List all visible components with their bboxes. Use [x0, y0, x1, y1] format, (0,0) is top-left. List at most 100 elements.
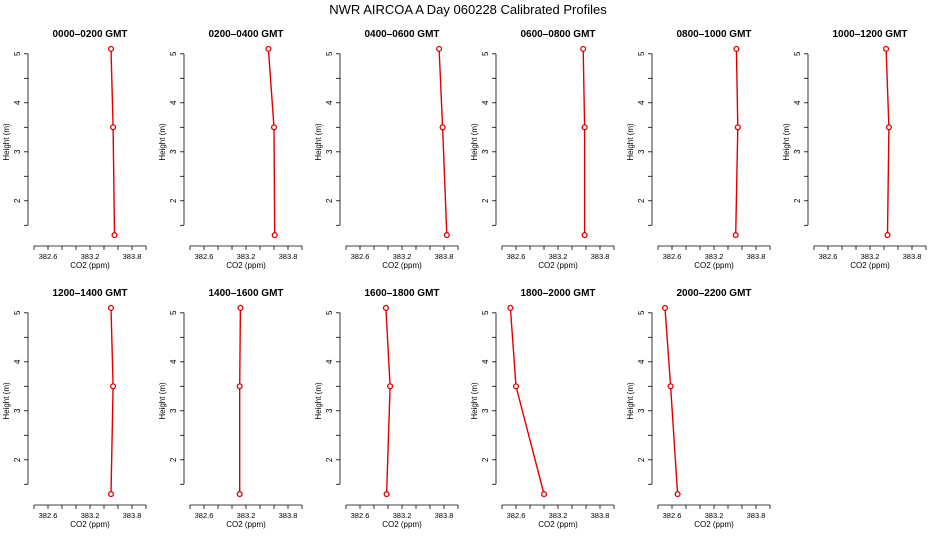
y-tick-label: 5: [481, 310, 490, 315]
data-point: [436, 45, 443, 52]
x-tick-label: 383.8: [747, 511, 766, 520]
y-axis-label: Height (m): [470, 123, 479, 161]
y-tick-label: 4: [325, 359, 334, 364]
y-tick-label: 2: [169, 457, 178, 462]
x-tick-label: 383.2: [705, 252, 724, 261]
x-axis-label: CO2 (ppm): [70, 261, 110, 270]
y-tick-label: 5: [13, 51, 22, 56]
data-point: [110, 124, 117, 131]
x-tick-label: 383.2: [705, 511, 724, 520]
data-point: [265, 45, 272, 52]
x-axis-label: CO2 (ppm): [694, 520, 734, 529]
data-point: [580, 45, 587, 52]
profile-line: [582, 48, 586, 236]
y-tick-label: 2: [481, 198, 490, 203]
panels-group: 0000–0200 GMT 382.6 383.2 383.8 CO2 (ppm) 2 3 4…: [2, 29, 927, 529]
x-tick-label: 382.6: [819, 252, 838, 261]
panel-9: 1600–1800 GMT 382.6 383.2 383.8 CO2 (ppm) 2 3 4…: [314, 288, 459, 529]
data-point: [236, 383, 243, 390]
data-point: [581, 124, 588, 131]
x-tick-label: 382.6: [195, 252, 214, 261]
y-tick-label: 5: [637, 310, 646, 315]
x-axis-label: CO2 (ppm): [538, 520, 578, 529]
data-point: [507, 304, 514, 311]
x-tick-label: 382.6: [195, 511, 214, 520]
x-axis-label: CO2 (ppm): [382, 261, 422, 270]
y-axis-label: Height (m): [158, 382, 167, 420]
profile-line: [238, 307, 242, 495]
data-point: [667, 383, 674, 390]
profile-line: [438, 48, 448, 236]
x-tick-label: 383.8: [435, 511, 454, 520]
y-tick-label: 3: [13, 149, 22, 154]
data-point: [884, 232, 891, 239]
data-point: [732, 232, 739, 239]
panel-8: 1400–1600 GMT 382.6 383.2 383.8 CO2 (ppm) 2 3 4…: [158, 288, 303, 529]
profile-line: [509, 307, 545, 495]
x-tick-label: 383.2: [393, 511, 412, 520]
x-axis-label: CO2 (ppm): [70, 520, 110, 529]
y-tick-label: 4: [481, 100, 490, 105]
data-point: [540, 491, 548, 498]
y-tick-label: 5: [793, 51, 802, 56]
x-tick-label: 382.6: [39, 511, 58, 520]
panel-5: 0800–1000 GMT 382.6 383.2 383.8 CO2 (ppm) 2 3 4…: [626, 29, 771, 270]
x-tick-label: 382.6: [351, 252, 370, 261]
panel-4: 0600–0800 GMT 382.6 383.2 383.8 CO2 (ppm) 2 3 4…: [470, 29, 615, 270]
data-point: [581, 232, 588, 239]
panel-title: 1200–1400 GMT: [52, 288, 127, 299]
figure-title: NWR AIRCOA A Day 060228 Calibrated Profi…: [329, 2, 607, 17]
y-tick-label: 3: [637, 149, 646, 154]
x-tick-label: 382.6: [663, 511, 682, 520]
panel-3: 0400–0600 GMT 382.6 383.2 383.8 CO2 (ppm) 2 3 4…: [314, 29, 459, 270]
y-axis-label: Height (m): [626, 123, 635, 161]
profile-line: [110, 48, 116, 236]
panel-11: 2000–2200 GMT 382.6 383.2 383.8 CO2 (ppm) 2 3 4…: [626, 288, 771, 529]
panel-title: 0000–0200 GMT: [52, 29, 127, 40]
y-tick-label: 4: [169, 100, 178, 105]
x-axis-label: CO2 (ppm): [538, 261, 578, 270]
panel-title: 1600–1800 GMT: [364, 288, 439, 299]
x-tick-label: 383.2: [81, 511, 100, 520]
y-tick-label: 5: [13, 310, 22, 315]
panel-title: 1000–1200 GMT: [832, 29, 907, 40]
y-axis-label: Height (m): [158, 123, 167, 161]
data-point: [439, 124, 446, 131]
x-tick-label: 382.6: [39, 252, 58, 261]
y-tick-label: 3: [13, 408, 22, 413]
x-tick-label: 382.6: [351, 511, 370, 520]
y-tick-label: 2: [169, 198, 178, 203]
y-tick-label: 4: [481, 359, 490, 364]
x-tick-label: 383.8: [435, 252, 454, 261]
y-tick-label: 3: [637, 408, 646, 413]
panel-title: 0200–0400 GMT: [208, 29, 283, 40]
profile-line: [885, 48, 890, 236]
panel-title: 1400–1600 GMT: [208, 288, 283, 299]
y-tick-label: 4: [325, 100, 334, 105]
y-axis-label: Height (m): [314, 123, 323, 161]
data-point: [107, 45, 115, 52]
y-tick-label: 3: [481, 149, 490, 154]
x-tick-label: 382.6: [663, 252, 682, 261]
data-point: [107, 304, 115, 311]
x-tick-label: 382.6: [507, 252, 526, 261]
panel-1: 0000–0200 GMT 382.6 383.2 383.8 CO2 (ppm) 2 3 4…: [2, 29, 147, 270]
x-tick-label: 383.8: [591, 511, 610, 520]
data-point: [674, 491, 681, 498]
data-point: [107, 491, 115, 498]
y-tick-label: 5: [169, 51, 178, 56]
panel-title: 0400–0600 GMT: [364, 29, 439, 40]
x-tick-label: 383.2: [237, 252, 256, 261]
x-tick-label: 383.8: [903, 252, 922, 261]
data-point: [883, 45, 890, 52]
x-tick-label: 383.8: [123, 511, 142, 520]
y-tick-label: 4: [793, 100, 802, 105]
y-tick-label: 2: [637, 457, 646, 462]
y-tick-label: 4: [13, 359, 22, 364]
x-tick-label: 383.2: [393, 252, 412, 261]
y-tick-label: 5: [325, 51, 334, 56]
panel-2: 0200–0400 GMT 382.6 383.2 383.8 CO2 (ppm) 2 3 4…: [158, 29, 303, 270]
y-tick-label: 2: [793, 198, 802, 203]
x-tick-label: 383.8: [747, 252, 766, 261]
